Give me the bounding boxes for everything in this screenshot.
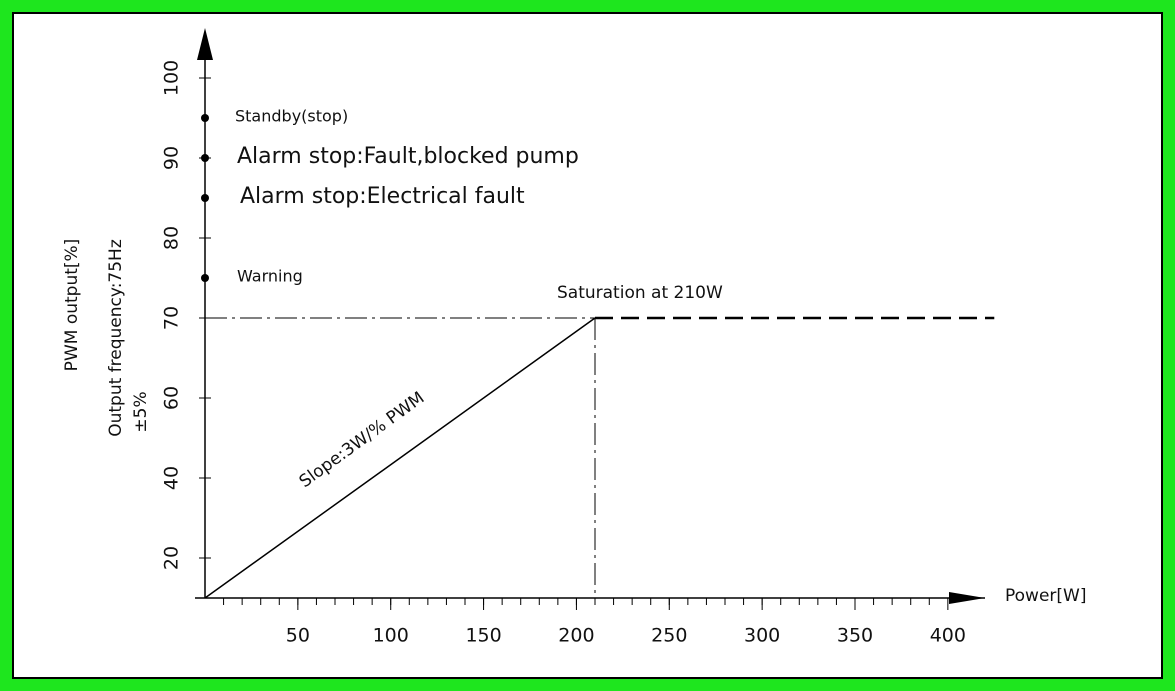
x-tick-label: 350 bbox=[837, 625, 873, 647]
status-point bbox=[201, 114, 209, 122]
status-point bbox=[201, 274, 209, 282]
y-axis-label: ±5% bbox=[131, 391, 151, 432]
x-tick-label: 200 bbox=[558, 625, 594, 647]
y-tick-label: 90 bbox=[161, 146, 183, 170]
x-tick-label: 100 bbox=[373, 625, 409, 647]
x-tick-label: 400 bbox=[930, 625, 966, 647]
x-tick-label: 150 bbox=[465, 625, 501, 647]
status-point bbox=[201, 194, 209, 202]
x-tick-label: 50 bbox=[286, 625, 310, 647]
x-tick-label: 300 bbox=[744, 625, 780, 647]
y-axis-label: Output frequency:75Hz bbox=[106, 239, 126, 437]
status-point bbox=[201, 154, 209, 162]
x-axis-label: Power[W] bbox=[1005, 586, 1086, 606]
x-tick-label: 250 bbox=[651, 625, 687, 647]
x-axis-arrow bbox=[949, 592, 985, 604]
status-label: Alarm stop:Electrical fault bbox=[240, 184, 525, 209]
y-tick-label: 100 bbox=[161, 60, 183, 96]
y-tick-label: 60 bbox=[161, 386, 183, 410]
data-line bbox=[204, 317, 596, 599]
status-label: Warning bbox=[237, 267, 303, 286]
status-label: Alarm stop:Fault,blocked pump bbox=[237, 144, 579, 169]
y-tick-label: 40 bbox=[161, 466, 183, 490]
y-axis-arrow bbox=[197, 28, 213, 60]
status-label: Standby(stop) bbox=[235, 107, 348, 126]
y-axis-label: PWM output[%] bbox=[62, 239, 82, 372]
y-tick-label: 80 bbox=[161, 226, 183, 250]
panel bbox=[12, 12, 1163, 679]
annotation: Saturation at 210W bbox=[557, 283, 723, 303]
y-tick-label: 70 bbox=[161, 306, 183, 330]
y-tick-label: 20 bbox=[161, 546, 183, 570]
